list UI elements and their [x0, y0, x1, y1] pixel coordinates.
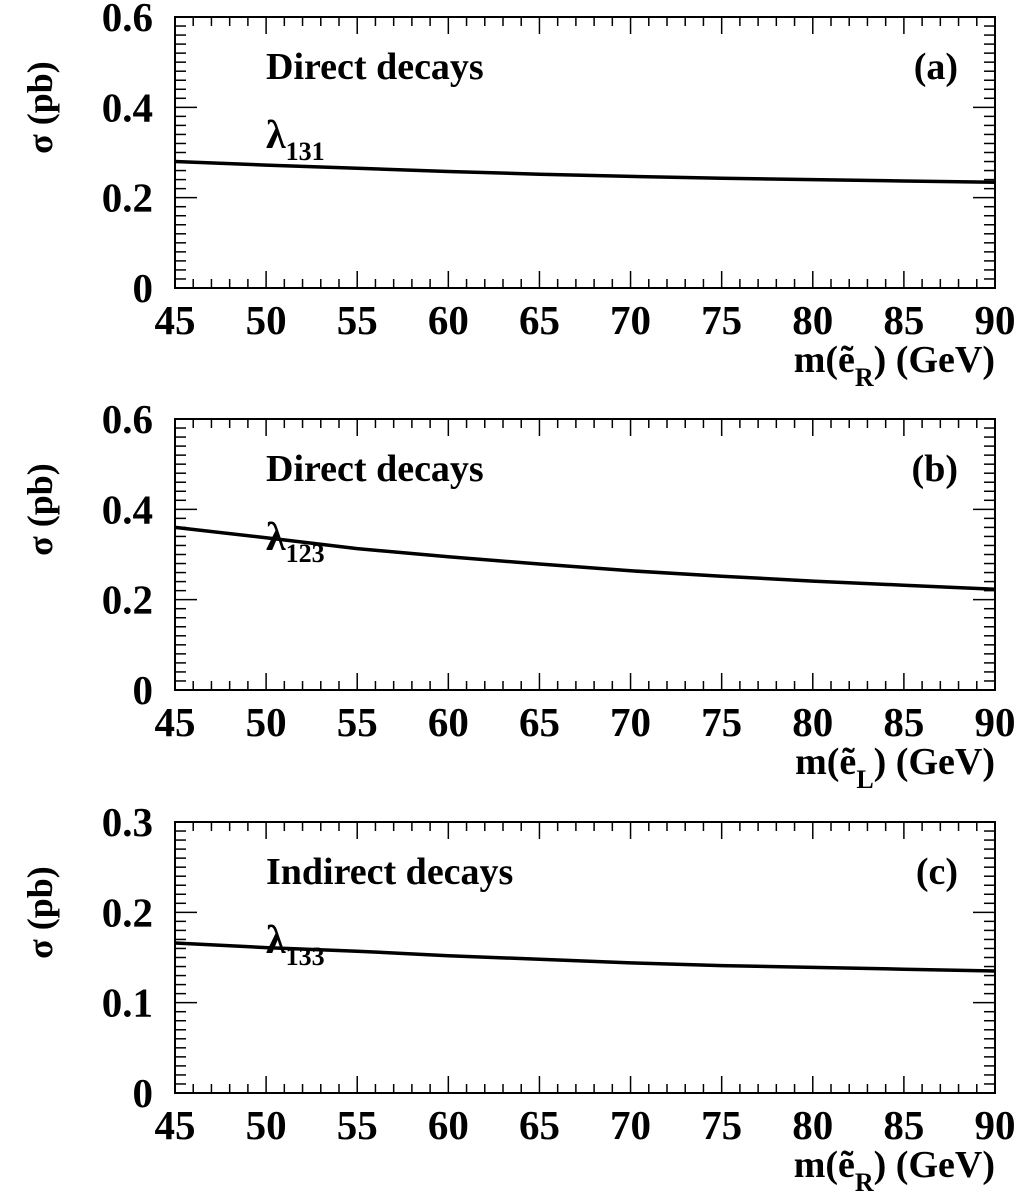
panel-label: (b)	[912, 448, 958, 490]
cross-section-curve	[174, 941, 996, 973]
x-tick-label: 65	[519, 297, 560, 343]
panel-3: 45 50 55 60 65 70 75 80 85 90 0 0.1 0.2 0.3 σ (pb) m(ẽR…	[20, 799, 1016, 1197]
coupling-label: λ133	[266, 917, 325, 971]
x-tick-label: 60	[428, 1102, 469, 1148]
x-tick-label: 55	[337, 1102, 378, 1148]
y-tick-label: 0.3	[102, 799, 153, 845]
panel-2: 45 50 55 60 65 70 75 80 85 90 0 0.2 0.4 0.6 σ (pb) m(ẽL…	[20, 396, 1016, 794]
y-axis-label: σ (pb)	[20, 866, 60, 959]
x-tick-label: 60	[428, 699, 469, 745]
x-tick-label: 45	[155, 1102, 196, 1148]
x-tick-label: 55	[337, 297, 378, 343]
x-tick-label: 80	[792, 699, 833, 745]
x-tick-label: 75	[701, 1102, 742, 1148]
x-tick-label: 65	[519, 699, 560, 745]
x-tick-label: 55	[337, 699, 378, 745]
decay-annotation: Indirect decays	[266, 851, 513, 893]
x-tick-label: 75	[701, 297, 742, 343]
y-tick-label: 0.2	[102, 175, 153, 221]
x-axis-label: m(ẽR) (GeV)	[794, 1144, 995, 1197]
x-tick-label: 45	[155, 699, 196, 745]
x-tick-label: 45	[155, 297, 196, 343]
x-tick-label: 50	[246, 297, 287, 343]
decay-annotation: Direct decays	[266, 448, 484, 490]
x-tick-label: 85	[883, 1102, 924, 1148]
y-tick-label: 0.1	[102, 980, 153, 1026]
panel-label: (a)	[914, 46, 958, 88]
panel-1: 45 50 55 60 65 70 75 80 85 90 0 0.2 0.4 0.6 σ (pb) m(ẽR…	[20, 0, 1016, 392]
x-tick-label: 80	[792, 297, 833, 343]
x-tick-label: 70	[610, 297, 651, 343]
cross-section-curve	[174, 159, 996, 185]
y-tick-marks	[175, 821, 995, 1094]
x-tick-label: 65	[519, 1102, 560, 1148]
cross-section-curve	[174, 525, 996, 592]
x-tick-label: 80	[792, 1102, 833, 1148]
y-tick-label: 0	[133, 1070, 154, 1116]
x-axis-label: m(ẽL) (GeV)	[795, 741, 995, 794]
coupling-label: λ131	[266, 112, 325, 166]
x-tick-label: 85	[883, 297, 924, 343]
x-tick-marks	[174, 419, 996, 690]
y-tick-marks	[175, 418, 995, 691]
y-tick-label: 0.6	[102, 396, 153, 442]
x-tick-label: 50	[246, 1102, 287, 1148]
y-tick-label: 0.2	[102, 577, 153, 623]
y-tick-label: 0	[133, 667, 154, 713]
x-tick-label: 75	[701, 699, 742, 745]
y-tick-label: 0.4	[102, 84, 153, 130]
y-tick-label: 0	[133, 265, 154, 311]
y-tick-marks	[175, 16, 995, 289]
x-tick-label: 90	[975, 699, 1016, 745]
y-tick-label: 0.2	[102, 889, 153, 935]
x-tick-label: 85	[883, 699, 924, 745]
x-tick-label: 90	[975, 297, 1016, 343]
y-tick-label: 0.6	[102, 0, 153, 40]
x-axis-label: m(ẽR) (GeV)	[794, 339, 995, 392]
x-tick-label: 60	[428, 297, 469, 343]
x-tick-marks	[174, 17, 996, 288]
panel-label: (c)	[916, 851, 958, 893]
x-tick-label: 90	[975, 1102, 1016, 1148]
y-axis-label: σ (pb)	[20, 61, 60, 154]
y-tick-label: 0.4	[102, 486, 153, 532]
x-tick-label: 70	[610, 699, 651, 745]
x-tick-label: 50	[246, 699, 287, 745]
decay-annotation: Direct decays	[266, 46, 484, 88]
y-axis-label: σ (pb)	[20, 463, 60, 556]
x-tick-label: 70	[610, 1102, 651, 1148]
